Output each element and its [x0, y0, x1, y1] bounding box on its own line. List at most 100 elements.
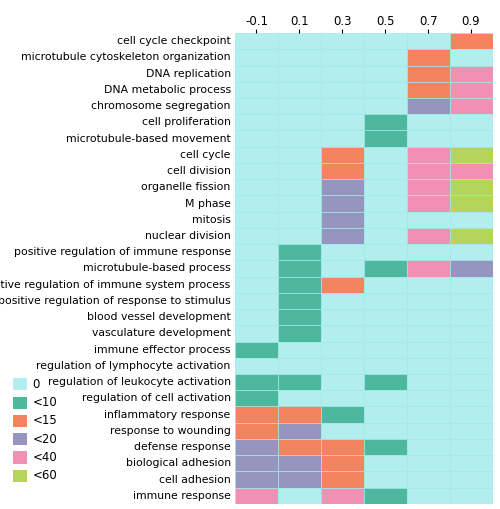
Bar	[406, 244, 450, 261]
Bar	[321, 49, 364, 66]
Bar	[235, 98, 278, 114]
Bar	[321, 179, 364, 195]
Bar	[278, 33, 321, 49]
Bar	[364, 342, 406, 358]
Bar	[450, 261, 492, 276]
Bar	[278, 439, 321, 455]
Bar	[235, 358, 278, 374]
Bar	[450, 423, 492, 439]
Text: chromosome segregation: chromosome segregation	[92, 101, 230, 111]
Bar	[450, 358, 492, 374]
Bar	[450, 455, 492, 471]
Text: blood vessel development: blood vessel development	[87, 312, 231, 322]
Text: positive regulation of immune system process: positive regulation of immune system pro…	[0, 280, 230, 290]
Bar	[364, 455, 406, 471]
Bar	[235, 471, 278, 488]
Bar	[450, 33, 492, 49]
Bar	[278, 293, 321, 309]
Bar	[321, 82, 364, 98]
Bar	[278, 390, 321, 407]
Bar	[235, 325, 278, 342]
Bar	[364, 261, 406, 276]
Bar	[235, 195, 278, 212]
Bar	[321, 114, 364, 130]
Bar	[278, 163, 321, 179]
Bar	[235, 33, 278, 49]
Bar	[321, 358, 364, 374]
Bar	[406, 261, 450, 276]
Bar	[364, 309, 406, 325]
Bar	[406, 130, 450, 147]
Bar	[450, 195, 492, 212]
Bar	[321, 261, 364, 276]
Bar	[321, 212, 364, 228]
Bar	[450, 163, 492, 179]
Bar	[364, 390, 406, 407]
Bar	[235, 147, 278, 163]
Bar	[321, 163, 364, 179]
Bar	[278, 228, 321, 244]
Bar	[235, 309, 278, 325]
Bar	[406, 82, 450, 98]
Bar	[450, 98, 492, 114]
Bar	[450, 228, 492, 244]
Text: immune effector process: immune effector process	[94, 345, 230, 355]
Bar	[450, 244, 492, 261]
Bar	[321, 407, 364, 423]
Bar	[406, 390, 450, 407]
Bar	[406, 228, 450, 244]
Bar	[278, 488, 321, 504]
Text: positive regulation of immune response: positive regulation of immune response	[14, 247, 230, 257]
Bar	[235, 374, 278, 390]
Text: organelle fission: organelle fission	[142, 182, 231, 192]
Bar	[235, 244, 278, 261]
Bar	[235, 114, 278, 130]
Bar	[364, 276, 406, 293]
Text: vasculature development: vasculature development	[92, 328, 230, 338]
Bar	[450, 179, 492, 195]
Bar	[364, 423, 406, 439]
Bar	[235, 390, 278, 407]
Bar	[364, 147, 406, 163]
Bar	[278, 82, 321, 98]
Bar	[321, 374, 364, 390]
Bar	[450, 147, 492, 163]
Bar	[278, 49, 321, 66]
Bar	[450, 374, 492, 390]
Bar	[321, 488, 364, 504]
Bar	[406, 342, 450, 358]
Bar	[364, 49, 406, 66]
Bar	[406, 179, 450, 195]
Bar	[364, 82, 406, 98]
Bar	[278, 407, 321, 423]
Bar	[406, 309, 450, 325]
Text: <20: <20	[32, 433, 57, 446]
Bar	[278, 358, 321, 374]
Bar	[278, 179, 321, 195]
Bar	[321, 33, 364, 49]
Bar	[406, 471, 450, 488]
Bar	[235, 276, 278, 293]
Text: regulation of lymphocyte activation: regulation of lymphocyte activation	[36, 361, 230, 371]
Bar	[321, 66, 364, 82]
Text: regulation of leukocyte activation: regulation of leukocyte activation	[48, 377, 230, 387]
Bar	[278, 244, 321, 261]
Bar	[278, 325, 321, 342]
Bar	[364, 228, 406, 244]
Text: cell cycle: cell cycle	[180, 150, 230, 160]
Bar	[450, 439, 492, 455]
Bar	[235, 342, 278, 358]
Bar	[406, 49, 450, 66]
Bar	[235, 179, 278, 195]
Bar	[278, 147, 321, 163]
Bar	[406, 325, 450, 342]
Bar	[278, 212, 321, 228]
Text: <60: <60	[32, 469, 57, 483]
Bar	[406, 439, 450, 455]
Bar	[235, 407, 278, 423]
Bar	[321, 244, 364, 261]
Text: positive regulation of response to stimulus: positive regulation of response to stimu…	[0, 296, 230, 306]
Bar	[364, 325, 406, 342]
Bar	[235, 261, 278, 276]
Bar	[321, 309, 364, 325]
